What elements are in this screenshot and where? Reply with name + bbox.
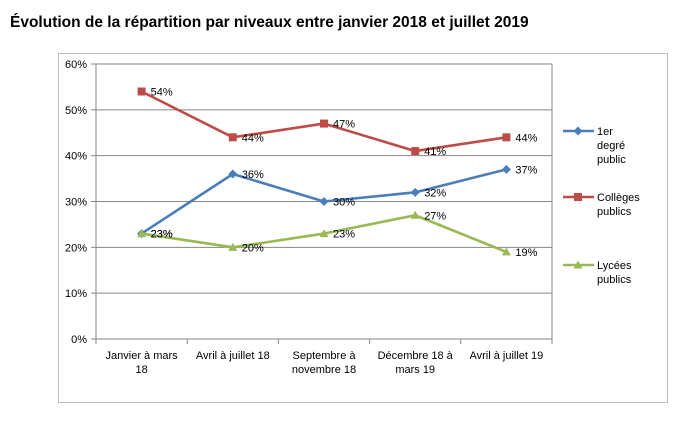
data-label: 41%: [424, 146, 446, 158]
legend-item-1: 1er degré public: [563, 126, 626, 166]
data-point: [319, 229, 329, 238]
data-label: 27%: [424, 210, 446, 222]
y-tick-label: 30%: [65, 197, 87, 209]
data-label: 30%: [333, 197, 355, 209]
x-tick-label: Septembre à novembre 18: [292, 350, 356, 376]
series-1: 23% 36% 30% 32% 37%: [137, 164, 538, 241]
x-tick-label: Avril à juillet 19: [470, 350, 544, 362]
data-label: 32%: [424, 187, 446, 199]
series-2: 54% 44% 47% 41% 44%: [137, 87, 538, 158]
legend-item-2: Collèges publics: [563, 192, 640, 218]
data-point: [228, 169, 238, 179]
data-label: 19%: [515, 247, 537, 259]
legend-marker: [573, 260, 583, 269]
series-layer: 23%36%30%32%37%54%44%47%41%44%23%20%23%2…: [137, 87, 538, 259]
data-point: [502, 133, 511, 142]
legend-marker: [573, 126, 583, 136]
data-point: [137, 87, 146, 96]
legend-label: Lycées publics: [597, 260, 632, 286]
data-label: 44%: [242, 132, 264, 144]
x-tick-label: Janvier à mars 18: [106, 350, 179, 376]
data-label: 54%: [151, 87, 173, 99]
data-label: 36%: [242, 169, 264, 181]
legend-label: 1er degré public: [597, 126, 626, 166]
series-3: 23% 20% 23% 27% 19%: [137, 210, 538, 259]
data-label: 23%: [333, 229, 355, 241]
legend-item-3: Lycées publics: [563, 260, 632, 286]
data-label: 47%: [333, 119, 355, 131]
legend-label: Collèges publics: [597, 192, 640, 218]
chart-title: Évolution de la répartition par niveaux …: [10, 14, 529, 31]
axes: 0% 10% 20% 30% 40% 50% 60% Janvier à mars 18 Avri…: [65, 59, 553, 376]
data-point: [320, 119, 328, 128]
legend-marker: [574, 193, 582, 201]
x-tick-label: Avril à juillet 18: [196, 350, 270, 362]
data-point: [501, 247, 511, 256]
data-point: [410, 187, 420, 197]
data-label: 44%: [515, 132, 537, 144]
y-tick-label: 0%: [71, 334, 87, 346]
data-label: 20%: [242, 242, 264, 254]
legend: 1er degré public Collèges publics Lycées publi…: [563, 126, 640, 286]
y-tick-label: 40%: [65, 151, 87, 163]
x-tick-label: Décembre 18 à mars 19: [378, 350, 454, 376]
data-point: [411, 147, 420, 156]
y-tick-label: 50%: [65, 105, 87, 117]
chart-frame: [58, 53, 668, 403]
y-tick-label: 10%: [65, 288, 87, 300]
data-label: 23%: [151, 229, 173, 241]
data-point: [410, 210, 420, 219]
y-tick-label: 20%: [65, 242, 87, 254]
data-point: [137, 229, 147, 238]
data-point: [319, 197, 329, 206]
data-point: [228, 133, 237, 142]
y-tick-label: 60%: [65, 59, 87, 71]
data-label: 37%: [515, 164, 537, 176]
data-point: [228, 242, 238, 251]
data-point: [501, 164, 511, 174]
